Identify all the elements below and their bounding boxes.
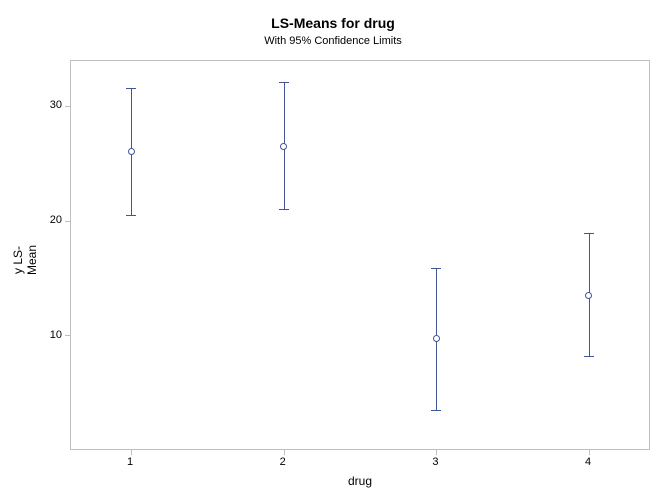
x-tick-label: 1 [127, 456, 133, 468]
errorbar [70, 60, 650, 450]
errorbar-cap-lower [584, 356, 594, 357]
x-tick [436, 450, 437, 455]
y-axis-title: y LS-Mean [11, 235, 39, 285]
chart-title: LS-Means for drug [0, 15, 666, 31]
y-tick-label: 20 [50, 214, 62, 226]
x-tick [284, 450, 285, 455]
x-tick-label: 3 [432, 456, 438, 468]
x-axis-title: drug [70, 474, 650, 488]
y-tick [65, 335, 70, 336]
y-tick [65, 106, 70, 107]
y-tick [65, 221, 70, 222]
lsmeans-chart: LS-Means for drug With 95% Confidence Li… [0, 0, 666, 500]
x-tick [589, 450, 590, 455]
errorbar-cap-upper [584, 233, 594, 234]
x-tick-label: 2 [280, 456, 286, 468]
y-tick-label: 10 [50, 329, 62, 341]
plot-area [70, 60, 650, 450]
chart-subtitle: With 95% Confidence Limits [0, 35, 666, 47]
x-tick [131, 450, 132, 455]
x-tick-label: 4 [585, 456, 591, 468]
mean-marker [585, 292, 592, 299]
y-tick-label: 30 [50, 99, 62, 111]
